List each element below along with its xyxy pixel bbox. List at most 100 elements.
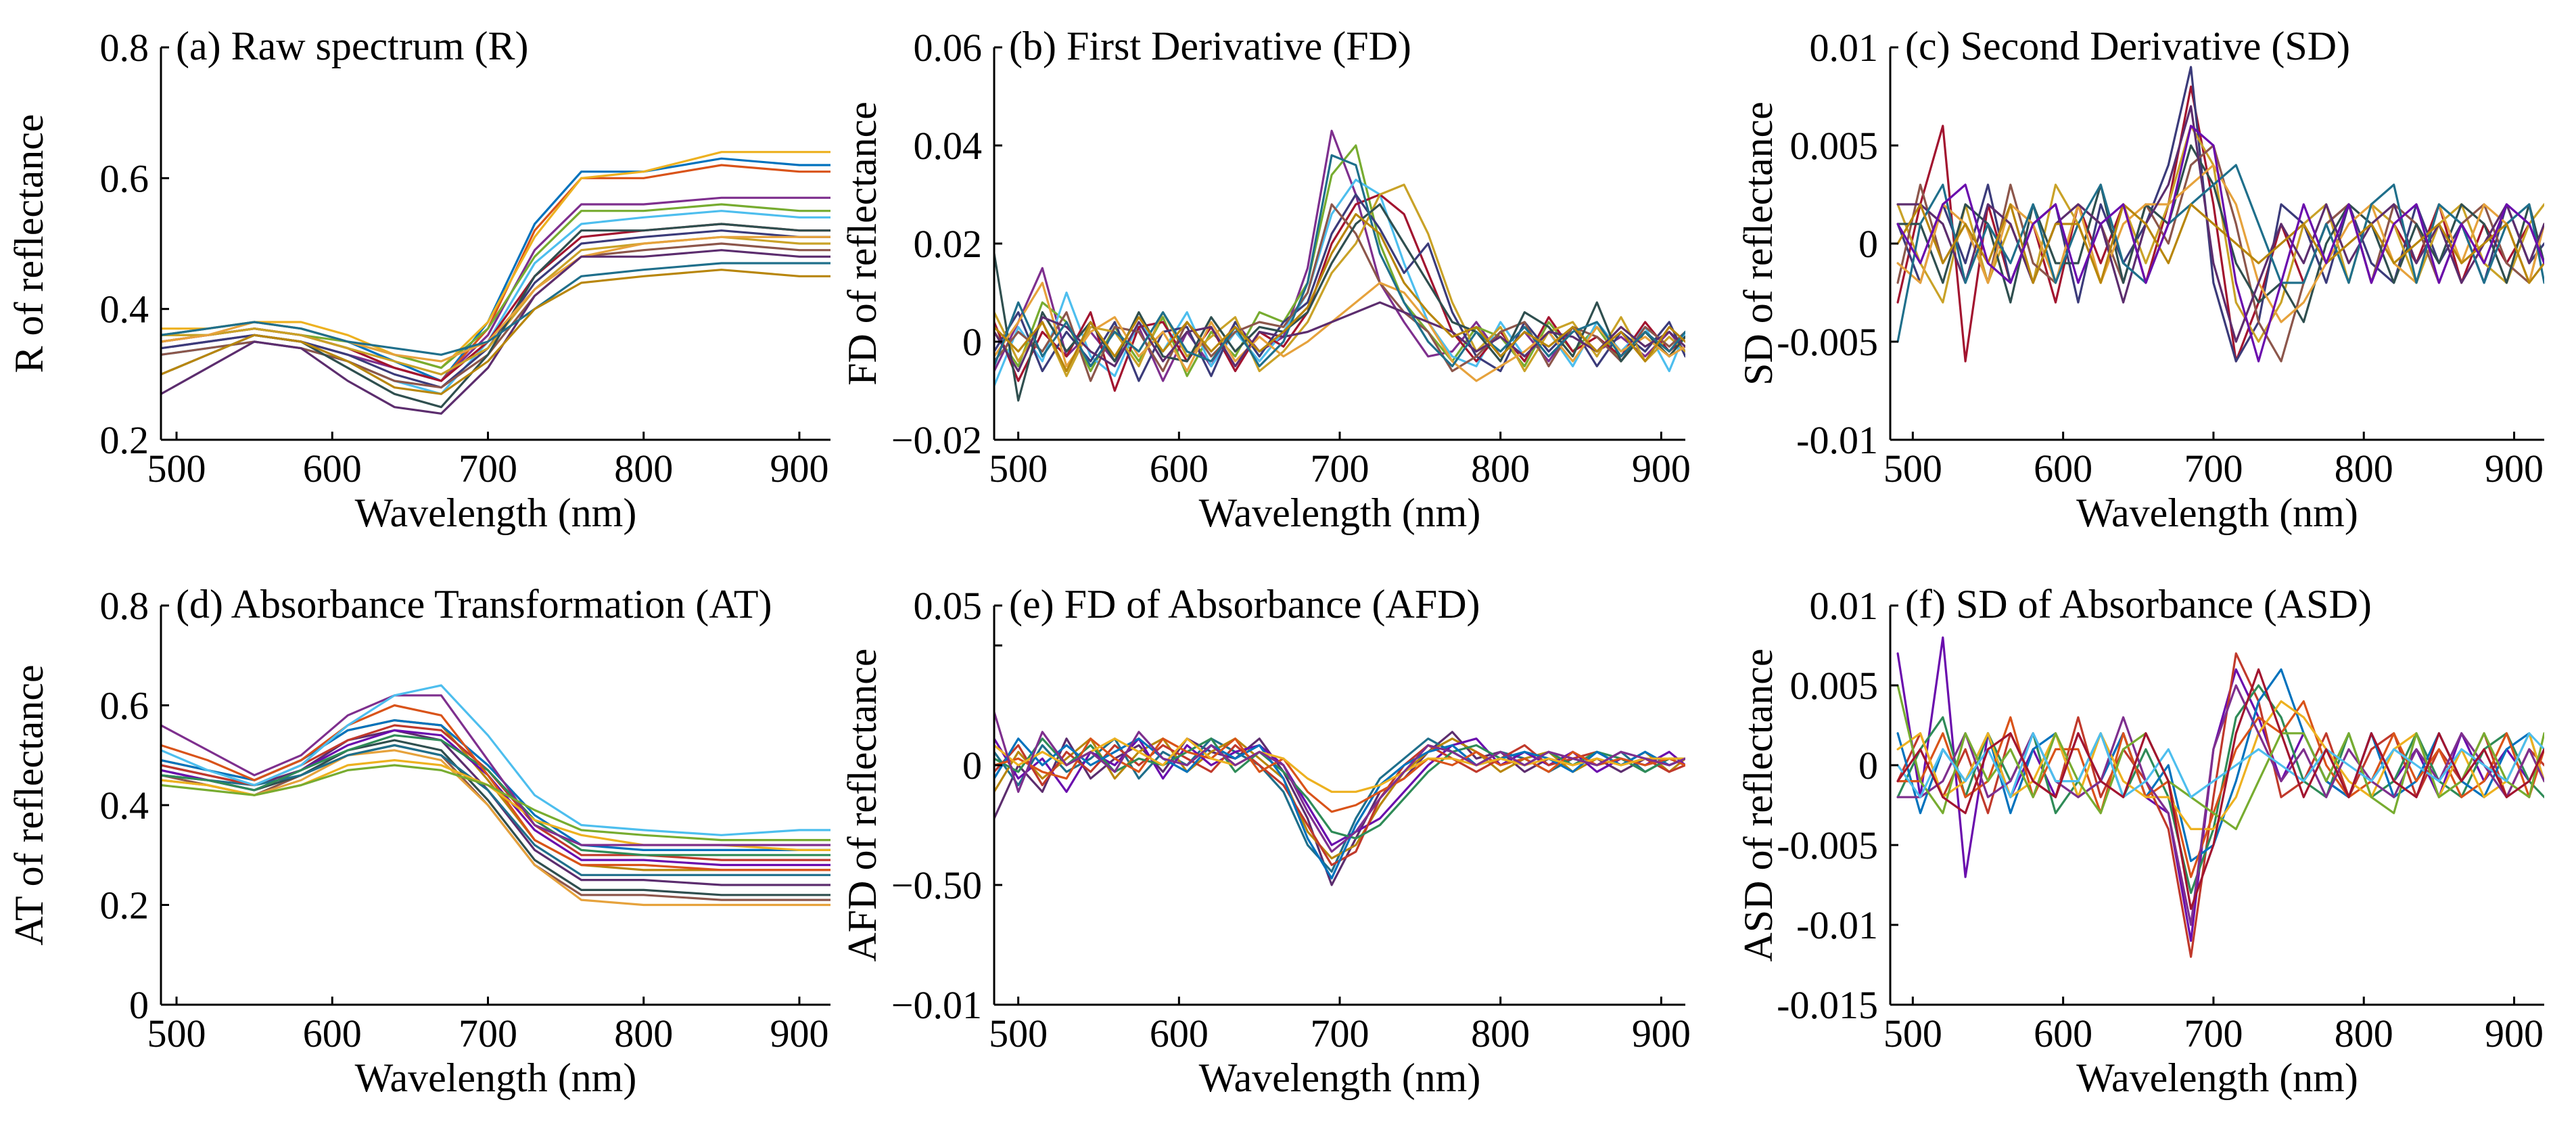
x-tick-label: 900 (1632, 447, 1691, 491)
y-tick-label: 0 (1858, 222, 1878, 266)
x-tick-label: 600 (303, 447, 362, 491)
panel-title: (d) Absorbance Transformation (AT) (176, 582, 772, 627)
x-axis-label: Wavelength (nm) (2076, 1055, 2358, 1100)
x-tick-label: 500 (989, 447, 1048, 491)
series-line-s7 (1896, 684, 2544, 926)
y-tick-label: 0.2 (100, 418, 149, 462)
y-tick-label: 0.05 (914, 584, 983, 628)
x-tick-label: 900 (2485, 447, 2544, 491)
series-line-s3 (994, 179, 1685, 387)
x-tick-label: 600 (2034, 447, 2092, 491)
y-tick-label: -0.005 (1777, 320, 1878, 364)
x-axis-label: Wavelength (nm) (355, 1055, 637, 1100)
y-tick-label: −0.50 (891, 863, 982, 907)
series-line-s14 (161, 764, 830, 842)
y-axis-label: R of reflectance (7, 114, 51, 373)
series-group (994, 129, 1685, 402)
x-tick-label: 500 (147, 1011, 206, 1055)
y-tick-label: 0.6 (100, 684, 149, 728)
series-line-s9 (994, 281, 1685, 382)
x-tick-label: 900 (770, 447, 828, 491)
y-axis-label: FD of reflectance (840, 101, 885, 386)
series-line-s5 (994, 744, 1685, 867)
panel-title: (e) FD of Absorbance (AFD) (1009, 582, 1480, 627)
y-axis-label: SD of reflectance (1736, 101, 1781, 386)
y-tick-label: 0.4 (100, 783, 149, 827)
y-tick-label: 0.02 (914, 222, 983, 266)
series-line-s14 (161, 262, 830, 356)
x-tick-label: 600 (1150, 447, 1209, 491)
x-tick-label: 600 (303, 1011, 362, 1055)
y-tick-label: 0.01 (1810, 584, 1879, 628)
x-tick-label: 700 (2184, 447, 2243, 491)
y-tick-label: 0 (129, 983, 149, 1027)
series-line-s13 (161, 694, 830, 846)
series-line-s9 (1896, 203, 2544, 284)
series-line-s10 (994, 710, 1685, 853)
panel-title: (a) Raw spectrum (R) (176, 24, 528, 68)
chart-panel-e: 500 600 700 800 900 −0.01 −0.50 0 0.05 (e) FD of … (840, 582, 1691, 1100)
y-tick-label: -0.01 (1796, 418, 1878, 462)
y-tick-label: 0.8 (100, 584, 149, 628)
x-axis-label: Wavelength (nm) (355, 491, 637, 535)
panel-title: (f) SD of Absorbance (ASD) (1905, 582, 2372, 627)
y-tick-label: −0.01 (891, 983, 982, 1027)
series-line-s15 (161, 684, 830, 836)
y-tick-label: -0.01 (1796, 903, 1878, 947)
series-line-s10 (1896, 668, 2544, 910)
series-line-s8 (994, 737, 1685, 813)
y-tick-label: 0.04 (914, 124, 983, 168)
y-tick-label: 0.005 (1790, 124, 1879, 168)
series-line-s5 (161, 744, 830, 876)
series-line-s2 (1896, 652, 2544, 958)
y-axis-label: AFD of reflectance (840, 648, 885, 961)
y-axis-label: AT of reflectance (7, 664, 51, 945)
series-group (1896, 636, 2544, 958)
series-line-s15 (161, 269, 830, 395)
chart-panel-c: 500 600 700 800 900 -0.01 -0.005 0 0.005 0.01 (c) … (1736, 24, 2544, 535)
y-tick-label: 0.005 (1790, 664, 1879, 708)
series-line-s10 (994, 301, 1685, 373)
x-tick-label: 500 (147, 447, 206, 491)
x-tick-label: 800 (614, 1011, 673, 1055)
series-line-s8 (1896, 684, 2544, 830)
y-axis-label: ASD of reflectance (1736, 648, 1781, 961)
y-tick-label: 0.2 (100, 884, 149, 928)
x-tick-label: 900 (1632, 1011, 1691, 1055)
y-tick-label: 0.06 (914, 26, 983, 70)
x-axis-label: Wavelength (nm) (1199, 491, 1481, 535)
chart-panel-d: 500 600 700 800 900 0 0.2 0.4 0.6 0.8 (d) Absorban… (7, 582, 830, 1100)
y-tick-label: 0 (962, 320, 982, 364)
x-axis-label: Wavelength (nm) (1199, 1055, 1481, 1100)
series-line-s3 (161, 151, 830, 369)
x-tick-label: 800 (2335, 447, 2393, 491)
x-tick-label: 900 (2485, 1011, 2544, 1055)
series-line-s9 (161, 734, 830, 857)
x-tick-label: 600 (2034, 1011, 2092, 1055)
x-tick-label: 700 (2184, 1011, 2243, 1055)
chart-panel-a: 500 600 700 800 900 0.2 0.4 0.6 0.8 (a) Raw spect… (7, 24, 830, 535)
x-tick-label: 800 (614, 447, 673, 491)
x-tick-label: 500 (989, 1011, 1048, 1055)
x-tick-label: 600 (1150, 1011, 1209, 1055)
y-tick-label: 0.4 (100, 288, 149, 332)
series-line-s6 (1896, 164, 2544, 323)
series-line-s5 (1896, 144, 2544, 323)
x-tick-label: 500 (1883, 447, 1942, 491)
series-group (161, 151, 830, 415)
y-tick-label: 0.01 (1810, 26, 1879, 70)
series-line-s10 (1896, 124, 2544, 363)
series-group (1896, 66, 2544, 363)
x-tick-label: 800 (1471, 447, 1530, 491)
series-line-s5 (1896, 700, 2544, 878)
x-tick-label: 700 (1311, 447, 1369, 491)
chart-panel-b: 500 600 700 800 900 −0.02 0 0.02 0.04 0.06 (b) Fir… (840, 24, 1691, 535)
series-line-s11 (161, 704, 830, 871)
series-line-s2 (1896, 66, 2544, 363)
series-line-s8 (1896, 164, 2544, 343)
series-group (161, 684, 830, 907)
series-line-s13 (161, 249, 830, 415)
panel-title: (c) Second Derivative (SD) (1905, 24, 2350, 68)
y-tick-label: 0.8 (100, 26, 149, 70)
